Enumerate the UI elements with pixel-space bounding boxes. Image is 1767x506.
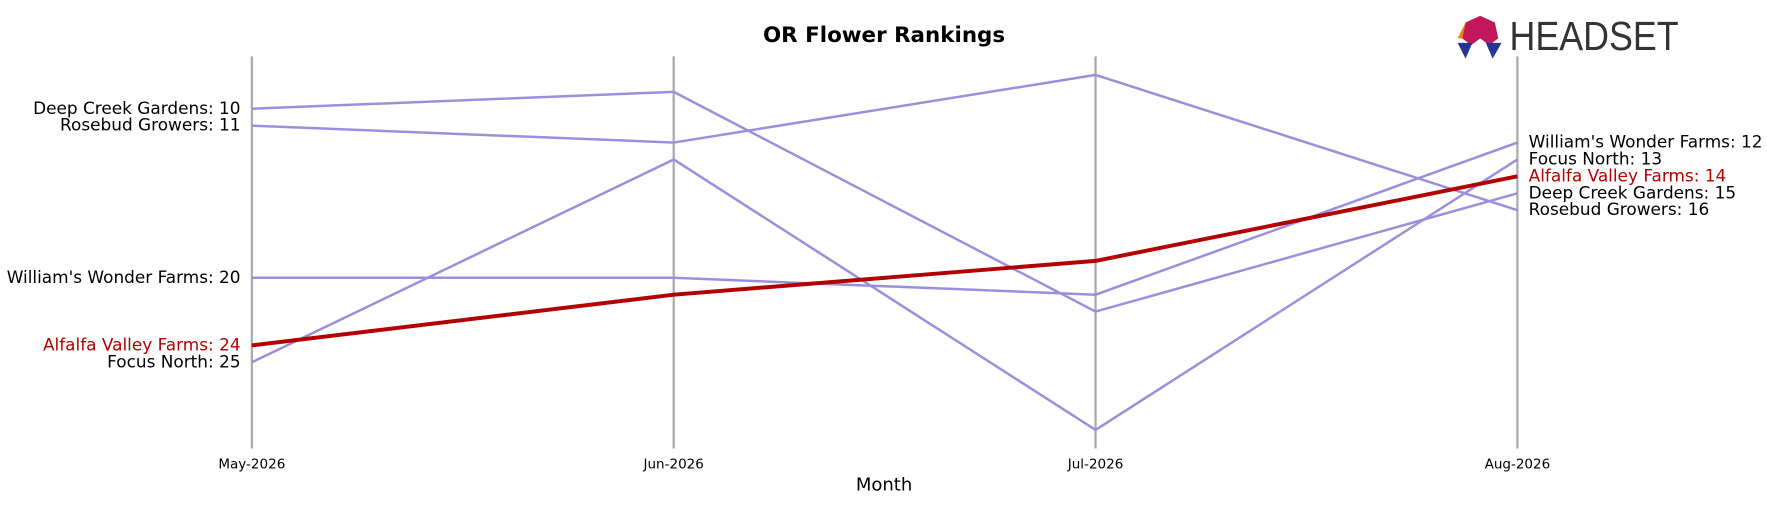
value-label: Deep Creek Gardens: 10 — [33, 98, 240, 118]
series-line: Alfalfa Valley Farms — [251, 174, 1518, 348]
logo-mark — [1457, 42, 1473, 59]
logo-text: HEADSET — [1510, 13, 1679, 59]
chart-title: OR Flower Rankings — [763, 23, 1005, 48]
value-label: Alfalfa Valley Farms: 24 — [43, 334, 241, 354]
logo-mark — [1457, 22, 1466, 39]
logo-mark — [1485, 42, 1502, 59]
value-label: Focus North: 25 — [107, 351, 240, 371]
logo: HEADSET — [1457, 13, 1679, 59]
x-tick-label: Aug-2026 — [1485, 456, 1551, 472]
series-line: Deep Creek Gardens — [251, 90, 1518, 313]
value-label: Rosebud Growers: 11 — [60, 115, 241, 135]
value-label: William's Wonder Farms: 20 — [7, 267, 241, 287]
value-label: Alfalfa Valley Farms: 14 — [1529, 165, 1727, 185]
series-line: Focus North — [251, 158, 1519, 432]
logo-mark — [1462, 15, 1499, 46]
series-line: Rosebud Growers — [251, 73, 1518, 212]
value-label: Focus North: 13 — [1529, 148, 1662, 168]
x-tick-label: Jul-2026 — [1067, 456, 1124, 472]
value-label: William's Wonder Farms: 12 — [1529, 132, 1763, 152]
x-axis-label: Month — [856, 475, 912, 496]
x-tick-label: May-2026 — [218, 456, 285, 472]
value-label: Deep Creek Gardens: 15 — [1529, 182, 1736, 202]
x-tick-label: Jun-2026 — [642, 456, 703, 472]
value-label: Rosebud Growers: 16 — [1529, 199, 1710, 219]
